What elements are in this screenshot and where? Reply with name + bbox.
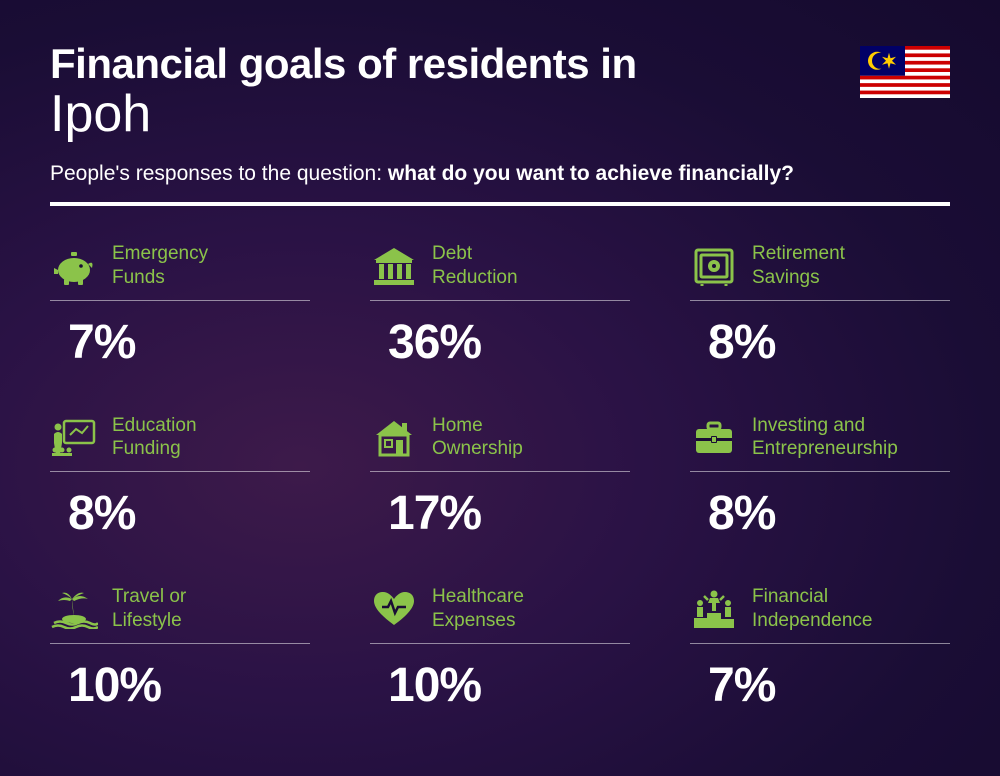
heart-pulse-icon xyxy=(370,587,418,631)
stat-value: 8% xyxy=(50,486,310,541)
stat-value: 8% xyxy=(690,486,950,541)
stat-value: 7% xyxy=(50,315,310,370)
stat-emergency-funds: EmergencyFunds 7% xyxy=(50,242,310,370)
stat-head: HomeOwnership xyxy=(370,414,630,473)
stat-label: Travel orLifestyle xyxy=(112,585,186,633)
stat-value: 7% xyxy=(690,658,950,713)
header: Financial goals of residents in Ipoh xyxy=(50,40,950,206)
subtitle-prefix: People's responses to the question: xyxy=(50,162,388,185)
stat-financial-independence: FinancialIndependence 7% xyxy=(690,585,950,713)
stat-head: EducationFunding xyxy=(50,414,310,473)
stat-head: DebtReduction xyxy=(370,242,630,301)
stat-investing: Investing andEntrepreneurship 8% xyxy=(690,414,950,542)
island-icon xyxy=(50,587,98,631)
stat-head: FinancialIndependence xyxy=(690,585,950,644)
title-line2: Ipoh xyxy=(50,84,950,144)
malaysia-flag-icon xyxy=(860,46,950,98)
stat-travel-lifestyle: Travel orLifestyle 10% xyxy=(50,585,310,713)
stat-head: Investing andEntrepreneurship xyxy=(690,414,950,473)
stat-label: Investing andEntrepreneurship xyxy=(752,414,898,462)
stat-head: RetirementSavings xyxy=(690,242,950,301)
subtitle-question: what do you want to achieve financially? xyxy=(388,162,794,185)
infographic-container: Financial goals of residents in Ipoh xyxy=(0,0,1000,753)
stat-label: EmergencyFunds xyxy=(112,242,208,290)
stat-label: EducationFunding xyxy=(112,414,197,462)
stat-healthcare: HealthcareExpenses 10% xyxy=(370,585,630,713)
piggy-bank-icon xyxy=(50,244,98,288)
bank-icon xyxy=(370,244,418,288)
stat-education-funding: EducationFunding 8% xyxy=(50,414,310,542)
stat-retirement-savings: RetirementSavings 8% xyxy=(690,242,950,370)
subtitle: People's responses to the question: what… xyxy=(50,162,950,186)
stat-value: 17% xyxy=(370,486,630,541)
stat-head: EmergencyFunds xyxy=(50,242,310,301)
stat-debt-reduction: DebtReduction 36% xyxy=(370,242,630,370)
podium-icon xyxy=(690,587,738,631)
stat-value: 36% xyxy=(370,315,630,370)
stat-value: 8% xyxy=(690,315,950,370)
safe-icon xyxy=(690,244,738,288)
house-icon xyxy=(370,415,418,459)
stat-home-ownership: HomeOwnership 17% xyxy=(370,414,630,542)
stats-grid: EmergencyFunds 7% DebtReductio xyxy=(50,242,950,713)
stat-label: RetirementSavings xyxy=(752,242,845,290)
divider xyxy=(50,202,950,206)
stat-head: Travel orLifestyle xyxy=(50,585,310,644)
briefcase-icon xyxy=(690,415,738,459)
presentation-icon xyxy=(50,415,98,459)
stat-label: DebtReduction xyxy=(432,242,518,290)
stat-label: FinancialIndependence xyxy=(752,585,872,633)
stat-value: 10% xyxy=(370,658,630,713)
stat-head: HealthcareExpenses xyxy=(370,585,630,644)
stat-label: HomeOwnership xyxy=(432,414,523,462)
title-line1: Financial goals of residents in xyxy=(50,40,950,88)
stat-value: 10% xyxy=(50,658,310,713)
stat-label: HealthcareExpenses xyxy=(432,585,524,633)
